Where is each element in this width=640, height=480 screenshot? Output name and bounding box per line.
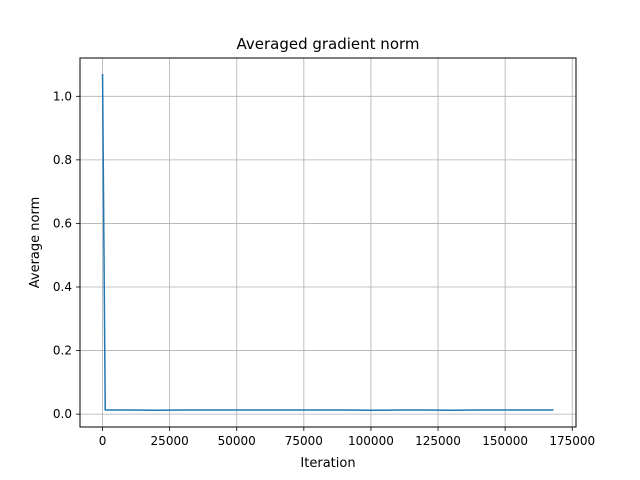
x-tick-label: 50000 <box>218 434 256 448</box>
x-tick-label: 0 <box>99 434 107 448</box>
x-tick-label: 150000 <box>482 434 528 448</box>
series-line <box>101 74 554 412</box>
y-tick-label: 0.4 <box>53 280 72 294</box>
x-tick-label: 175000 <box>549 434 595 448</box>
y-tick-label: 0.6 <box>53 216 72 230</box>
x-tick-label: 25000 <box>151 434 189 448</box>
y-tick-label: 1.0 <box>53 89 72 103</box>
x-tick-label: 125000 <box>415 434 461 448</box>
y-axis: 0.0 0.2 0.4 0.6 0.8 1.0 <box>53 89 80 421</box>
x-tick-label: 75000 <box>285 434 323 448</box>
x-axis: 0 25000 50000 75000 100000 125000 150000 175000 <box>99 427 595 448</box>
y-axis-label: Average norm <box>28 197 43 289</box>
x-tick-label: 100000 <box>348 434 394 448</box>
y-tick-label: 0.0 <box>53 407 72 421</box>
plot-frame <box>79 57 577 428</box>
x-axis-label: Iteration <box>300 456 355 471</box>
y-tick-label: 0.2 <box>53 344 72 358</box>
series-layer <box>101 74 554 412</box>
grid <box>80 58 576 427</box>
chart-title: Averaged gradient norm <box>236 35 419 53</box>
y-tick-label: 0.8 <box>53 153 72 167</box>
